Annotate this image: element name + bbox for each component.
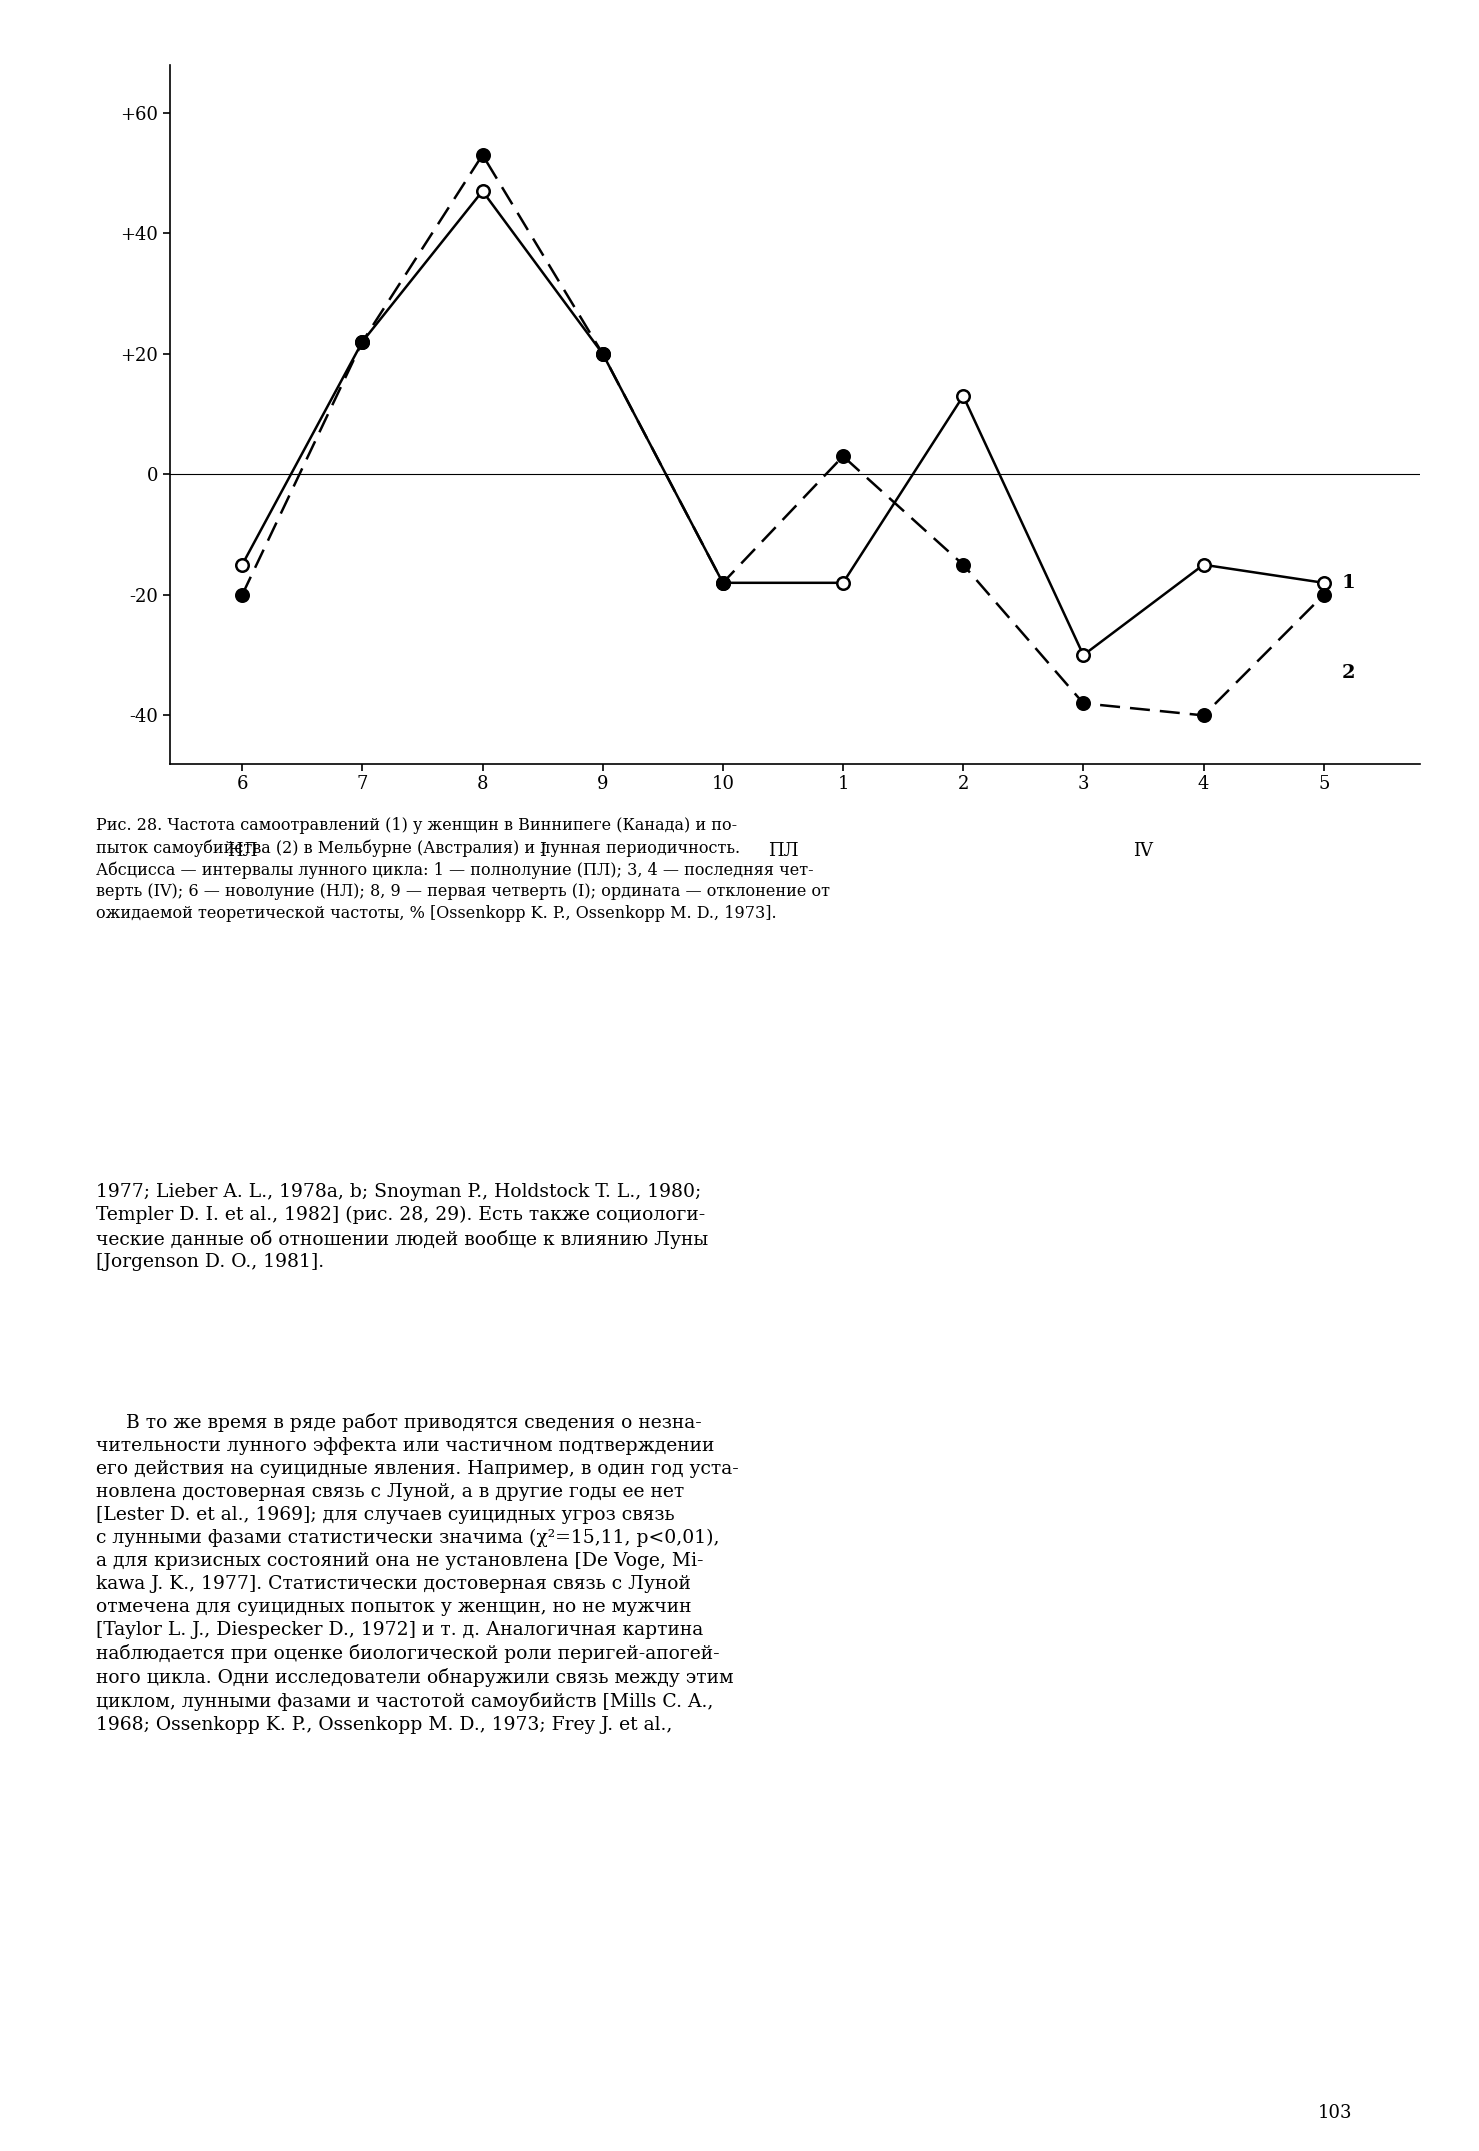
- Text: 1: 1: [1341, 574, 1355, 592]
- Text: ПЛ: ПЛ: [768, 841, 799, 860]
- Text: 1977; Lieber A. L., 1978a, b; Snoyman P., Holdstock T. L., 1980;
Templer D. I. e: 1977; Lieber A. L., 1978a, b; Snoyman P.…: [96, 1183, 708, 1271]
- Text: 103: 103: [1318, 2104, 1353, 2123]
- Text: IV: IV: [1133, 841, 1154, 860]
- Text: Рис. 28. Частота самоотравлений (1) у женщин в Виннипеге (Канада) и по-
пыток са: Рис. 28. Частота самоотравлений (1) у же…: [96, 817, 830, 923]
- Text: НЛ: НЛ: [226, 841, 257, 860]
- Text: В то же время в ряде работ приводятся сведения о незна-
чительности лунного эффе: В то же время в ряде работ приводятся св…: [96, 1413, 740, 1734]
- Text: 2: 2: [1341, 665, 1355, 682]
- Text: I: I: [540, 841, 546, 860]
